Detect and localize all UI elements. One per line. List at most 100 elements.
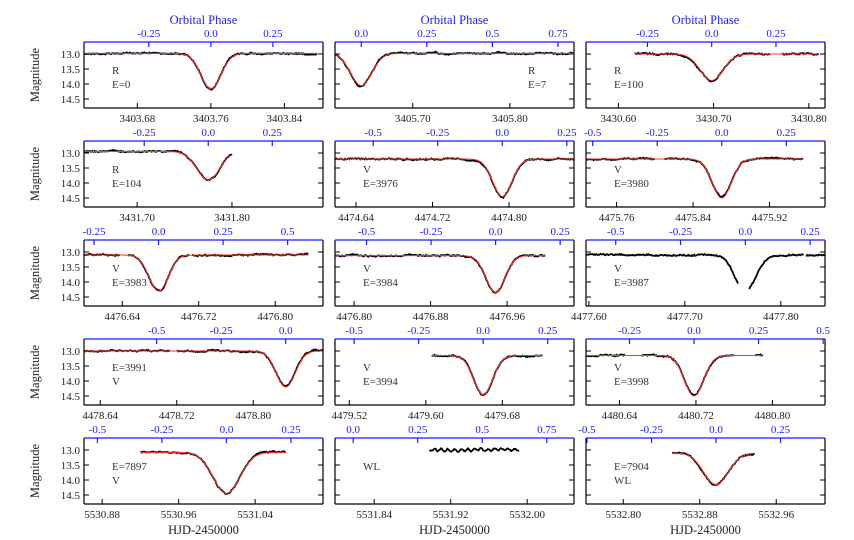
y-tick-label: 14.5 xyxy=(61,391,81,403)
y-tick-label: 13.0 xyxy=(61,49,81,61)
panel-label: E=7897 xyxy=(112,461,147,473)
phase-tick-label: -0.25 xyxy=(669,226,692,238)
phase-tick-label: -0.5 xyxy=(607,226,625,238)
light-curve-data xyxy=(586,252,739,284)
y-tick-label: 14.0 xyxy=(61,277,81,289)
panel-label: R xyxy=(112,164,120,176)
phase-tick-label: 0.25 xyxy=(749,325,769,337)
x-tick-label: 4478.80 xyxy=(235,410,271,422)
phase-tick-label: -0.5 xyxy=(578,424,596,436)
phase-tick-label: -0.5 xyxy=(148,325,166,337)
model-curve xyxy=(335,255,545,293)
phase-tick-label: -0.5 xyxy=(584,127,602,139)
phase-tick-label: 0.25 xyxy=(213,226,233,238)
x-tick-label: 4478.64 xyxy=(82,410,118,422)
phase-tick-label: 0.25 xyxy=(551,226,571,238)
phase-tick-label: 0.25 xyxy=(800,226,820,238)
x-tick-label: 3431.80 xyxy=(214,212,250,224)
x-tick-label: 4474.72 xyxy=(415,212,451,224)
phase-axis-title: Orbital Phase xyxy=(421,13,489,27)
panel-label: V xyxy=(614,362,622,374)
phase-tick-label: 0.25 xyxy=(771,424,791,436)
x-tick-label: 4474.64 xyxy=(338,212,374,224)
phase-tick-label: 0.5 xyxy=(816,325,830,337)
phase-tick-label: 0.0 xyxy=(354,28,368,40)
panel-label: E=7 xyxy=(528,79,547,91)
panel-label: V xyxy=(614,164,622,176)
panel-label: E=0 xyxy=(112,79,131,91)
y-tick-label: 14.0 xyxy=(61,79,81,91)
y-tick-label: 13.5 xyxy=(61,64,81,76)
light-curve-data xyxy=(84,149,233,182)
x-axis-title: HJD-2450000 xyxy=(670,523,741,537)
phase-axis-title: Orbital Phase xyxy=(170,13,238,27)
y-tick-label: 13.0 xyxy=(61,148,81,160)
panel-label: E=3998 xyxy=(614,376,649,388)
x-tick-label: 5530.88 xyxy=(84,509,120,521)
phase-tick-label: -0.25 xyxy=(636,28,659,40)
x-tick-label: 5532.00 xyxy=(509,509,545,521)
phase-tick-label: 0.5 xyxy=(281,226,295,238)
x-tick-label: 4478.72 xyxy=(159,410,195,422)
panel-label: E=3987 xyxy=(614,277,649,289)
y-axis-title: Magnitude xyxy=(28,146,42,201)
panel-label: E=100 xyxy=(614,79,644,91)
x-axis-title: HJD-2450000 xyxy=(419,523,490,537)
light-curve-data xyxy=(431,353,543,397)
y-tick-label: 13.0 xyxy=(61,247,81,259)
x-tick-label: 4477.70 xyxy=(667,311,703,323)
x-tick-label: 4476.88 xyxy=(413,311,449,323)
panel-label: WL xyxy=(614,475,631,487)
x-tick-label: 5531.84 xyxy=(356,509,392,521)
model-curve xyxy=(84,350,323,388)
y-axis-title: Magnitude xyxy=(28,443,42,498)
phase-tick-label: -0.25 xyxy=(646,127,669,139)
x-tick-label: 4480.80 xyxy=(755,410,791,422)
y-tick-label: 13.5 xyxy=(61,163,81,175)
y-axis-title: Magnitude xyxy=(28,245,42,300)
x-tick-label: 5530.96 xyxy=(161,509,197,521)
model-curve xyxy=(84,151,232,181)
panel-label: V xyxy=(363,362,371,374)
x-axis-title: HJD-2450000 xyxy=(168,523,239,537)
phase-tick-label: -0.25 xyxy=(426,127,449,139)
phase-tick-label: 0.25 xyxy=(417,28,437,40)
x-tick-label: 4476.80 xyxy=(257,311,293,323)
x-tick-label: 5531.92 xyxy=(433,509,469,521)
phase-tick-label: 0.0 xyxy=(201,127,215,139)
light-curve-data xyxy=(634,51,771,83)
panel-label: V xyxy=(614,263,622,275)
phase-axis-title: Orbital Phase xyxy=(672,13,740,27)
panel-label: V xyxy=(363,263,371,275)
y-tick-label: 13.5 xyxy=(61,460,81,472)
y-tick-label: 14.0 xyxy=(61,178,81,190)
phase-tick-label: 0.5 xyxy=(486,28,500,40)
x-tick-label: 4479.68 xyxy=(484,410,520,422)
x-tick-label: 5531.04 xyxy=(237,509,273,521)
x-tick-label: 3403.84 xyxy=(267,113,303,125)
phase-tick-label: 0.25 xyxy=(281,424,301,436)
light-curve-data xyxy=(671,451,755,486)
x-tick-label: 5532.88 xyxy=(682,509,718,521)
phase-tick-label: -0.25 xyxy=(150,424,173,436)
phase-tick-label: -0.25 xyxy=(133,127,156,139)
light-curve-data xyxy=(176,348,323,388)
panel-label: V xyxy=(112,376,120,388)
phase-tick-label: 0.25 xyxy=(263,28,283,40)
phase-tick-label: -0.25 xyxy=(83,226,106,238)
phase-tick-label: -0.25 xyxy=(210,325,233,337)
phase-tick-label: 0.0 xyxy=(279,325,293,337)
phase-tick-label: 0.0 xyxy=(687,325,701,337)
x-tick-label: 4475.84 xyxy=(675,212,711,224)
y-tick-label: 14.5 xyxy=(61,292,81,304)
model-curve xyxy=(586,355,763,397)
x-tick-label: 4477.60 xyxy=(571,311,607,323)
panel-label: V xyxy=(112,263,120,275)
x-tick-label: 4476.64 xyxy=(104,311,140,323)
panel-label: R xyxy=(528,65,536,77)
light-curve-data xyxy=(805,253,825,257)
x-tick-label: 3431.70 xyxy=(119,212,155,224)
panel-label: E=3994 xyxy=(363,376,398,388)
phase-tick-label: -0.25 xyxy=(407,325,430,337)
